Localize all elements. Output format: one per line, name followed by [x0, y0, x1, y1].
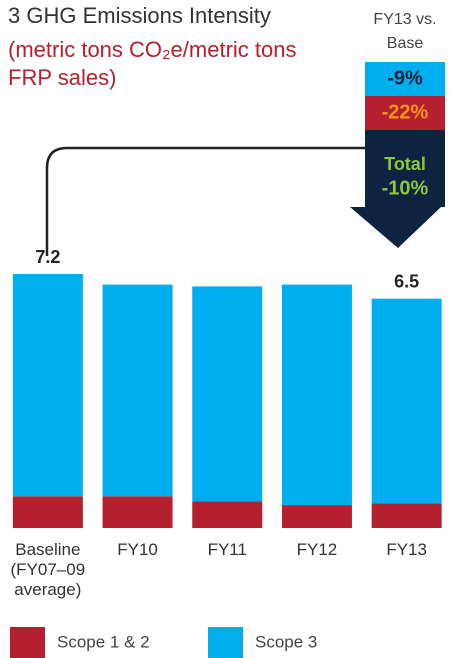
legend-swatch — [208, 627, 243, 658]
legend-label: Scope 3 — [255, 632, 317, 651]
bar-segment — [12, 496, 83, 528]
scope3-change: -9% — [387, 67, 423, 89]
bar-segment — [12, 274, 83, 497]
bar-segment — [281, 284, 352, 506]
total-heading: Total — [384, 154, 426, 174]
scope3-box — [365, 62, 445, 96]
bar-segment — [102, 284, 173, 497]
arrow — [350, 130, 445, 248]
total-label: 7.2 — [35, 247, 60, 267]
legend-swatch — [10, 627, 45, 658]
x-tick-label: FY13 — [386, 540, 427, 559]
x-tick-label: FY10 — [117, 540, 158, 559]
x-tick-label: FY12 — [296, 540, 338, 559]
bar-segment — [371, 298, 442, 504]
scope12-box — [365, 96, 445, 130]
bar-segment — [192, 501, 263, 528]
annotation-heading: FY13 vs. Base — [373, 11, 437, 52]
bar-segment — [192, 286, 263, 502]
bar-segment — [102, 496, 173, 528]
bar-segment — [281, 505, 352, 528]
x-tick-label: FY11 — [207, 540, 247, 559]
total-change: -10% — [382, 177, 429, 199]
bar-segment — [371, 503, 442, 528]
scope12-change: -22% — [382, 101, 429, 123]
chart-title: 3 GHG Emissions Intensity — [8, 3, 271, 28]
legend-label: Scope 1 & 2 — [57, 632, 150, 651]
connector — [45, 146, 398, 256]
chart-subtitle: (metric tons CO₂e/metric tons FRP sales) — [8, 37, 297, 90]
total-label: 6.5 — [394, 271, 419, 291]
x-tick-label: Baseline (FY07–09 average) — [10, 540, 86, 599]
